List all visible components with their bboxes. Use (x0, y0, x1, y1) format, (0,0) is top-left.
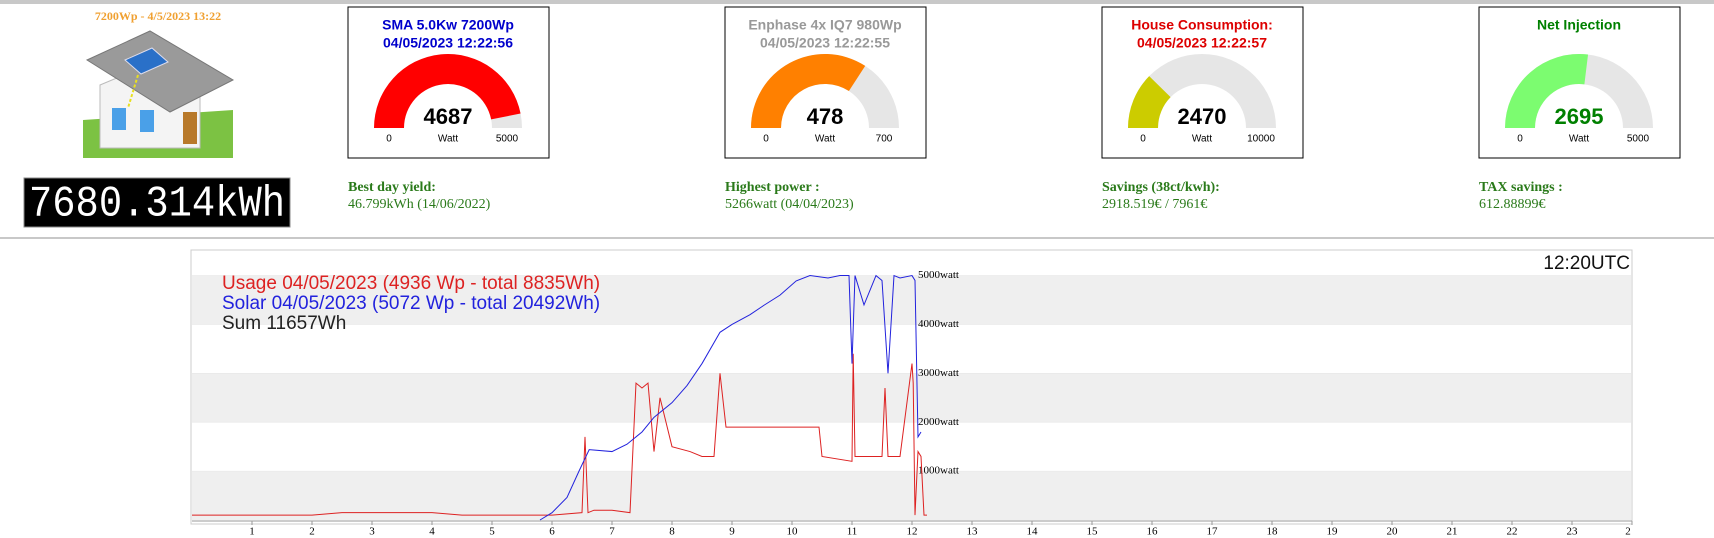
x-tick-label: 9 (729, 526, 735, 538)
x-tick-label: 16 (1147, 526, 1159, 538)
x-tick-label: 17 (1207, 526, 1219, 538)
x-tick-label: 2 (309, 526, 315, 538)
x-tick-label: 23 (1567, 526, 1579, 538)
x-tick-label: 12 (907, 526, 918, 538)
gauge-min: 0 (763, 134, 769, 145)
gauge-track (1128, 53, 1276, 128)
gauge-time: 04/05/2023 12:22:56 (383, 35, 513, 51)
stat-value: 2918.519€ / 7961€ (1102, 197, 1207, 212)
y-tick-label: 4000watt (918, 318, 959, 330)
energy-counter: 7680.314kWh (29, 180, 285, 230)
sum-label: Sum 11657Wh (222, 313, 346, 334)
top-bar (0, 0, 1714, 4)
x-tick-label: 13 (967, 526, 979, 538)
stat-value: 46.799kWh (14/06/2022) (348, 197, 491, 212)
gauge-max: 10000 (1247, 134, 1275, 145)
series-line (539, 274, 922, 521)
gauge-max: 5000 (496, 134, 519, 145)
plot-band (192, 373, 1631, 423)
gauge-title: Enphase 4x IQ7 980Wp (748, 17, 901, 33)
x-tick-label: 19 (1327, 526, 1339, 538)
gauge-title: SMA 5.0Kw 7200Wp (382, 17, 514, 33)
x-tick-label: 1 (249, 526, 255, 538)
gauge-value-arc (751, 54, 866, 129)
y-tick-label: 2000watt (918, 416, 959, 428)
stat-value: 612.88899€ (1479, 197, 1546, 212)
gauge-max: 5000 (1627, 134, 1650, 145)
stat-label: TAX savings : (1479, 180, 1563, 195)
x-tick-label: 22 (1507, 526, 1518, 538)
gauge-min: 0 (1517, 134, 1523, 145)
gauge-value-arc (1128, 76, 1171, 128)
x-tick-label: 21 (1447, 526, 1458, 538)
x-tick-label: 20 (1387, 526, 1399, 538)
series-line (192, 353, 927, 516)
stat-label: Savings (38ct/kwh): (1102, 180, 1220, 195)
x-tick-label: 7 (609, 526, 615, 538)
legend-entry: Solar 04/05/2023 (5072 Wp - total 20492W… (222, 293, 600, 314)
x-tick-label: 2 (1625, 526, 1631, 538)
x-tick-label: 14 (1027, 526, 1039, 538)
x-tick-label: 6 (549, 526, 555, 538)
time-label: 12:20UTC (1543, 253, 1630, 274)
gauge-unit: Watt (1569, 134, 1589, 145)
x-tick-label: 11 (847, 526, 858, 538)
gauge-time: 04/05/2023 12:22:57 (1137, 35, 1267, 51)
gauge-value: 478 (807, 104, 844, 129)
x-tick-label: 4 (429, 526, 435, 538)
gauge-max: 700 (876, 134, 893, 145)
gauge-value-arc (1505, 53, 1589, 128)
y-tick-label: 5000watt (918, 269, 959, 281)
gauge-unit: Watt (1192, 134, 1212, 145)
gauge-time: 04/05/2023 12:22:55 (760, 35, 890, 51)
gauge-value: 2470 (1178, 104, 1227, 129)
gauge-min: 0 (386, 134, 392, 145)
x-tick-label: 5 (489, 526, 495, 538)
gauge-value: 4687 (424, 104, 473, 129)
gauge-value-arc (374, 54, 521, 128)
stat-label: Best day yield: (348, 180, 436, 195)
stat-value: 5266watt (04/04/2023) (725, 197, 854, 212)
plot-band (192, 275, 1631, 325)
gauge-unit: Watt (438, 134, 458, 145)
counter-box (23, 177, 291, 228)
stat-label: Highest power : (725, 180, 820, 195)
house-icon (83, 30, 235, 158)
x-tick-label: 15 (1087, 526, 1099, 538)
legend-entry: Usage 04/05/2023 (4936 Wp - total 8835Wh… (222, 273, 600, 294)
y-tick-label: 3000watt (918, 367, 959, 379)
gauge-unit: Watt (815, 134, 835, 145)
gauge-value: 2695 (1555, 104, 1604, 129)
x-tick-label: 3 (369, 526, 375, 538)
gauge-title: Net Injection (1537, 17, 1621, 33)
x-tick-label: 10 (787, 526, 799, 538)
gauge-min: 0 (1140, 134, 1146, 145)
gauge-title: House Consumption: (1131, 17, 1273, 33)
y-tick-label: 1000watt (918, 465, 959, 477)
summary: 7200Wp - 4/5/2023 13:22 (95, 9, 221, 23)
x-tick-label: 18 (1267, 526, 1279, 538)
plot-band (192, 471, 1631, 520)
x-tick-label: 8 (669, 526, 675, 538)
